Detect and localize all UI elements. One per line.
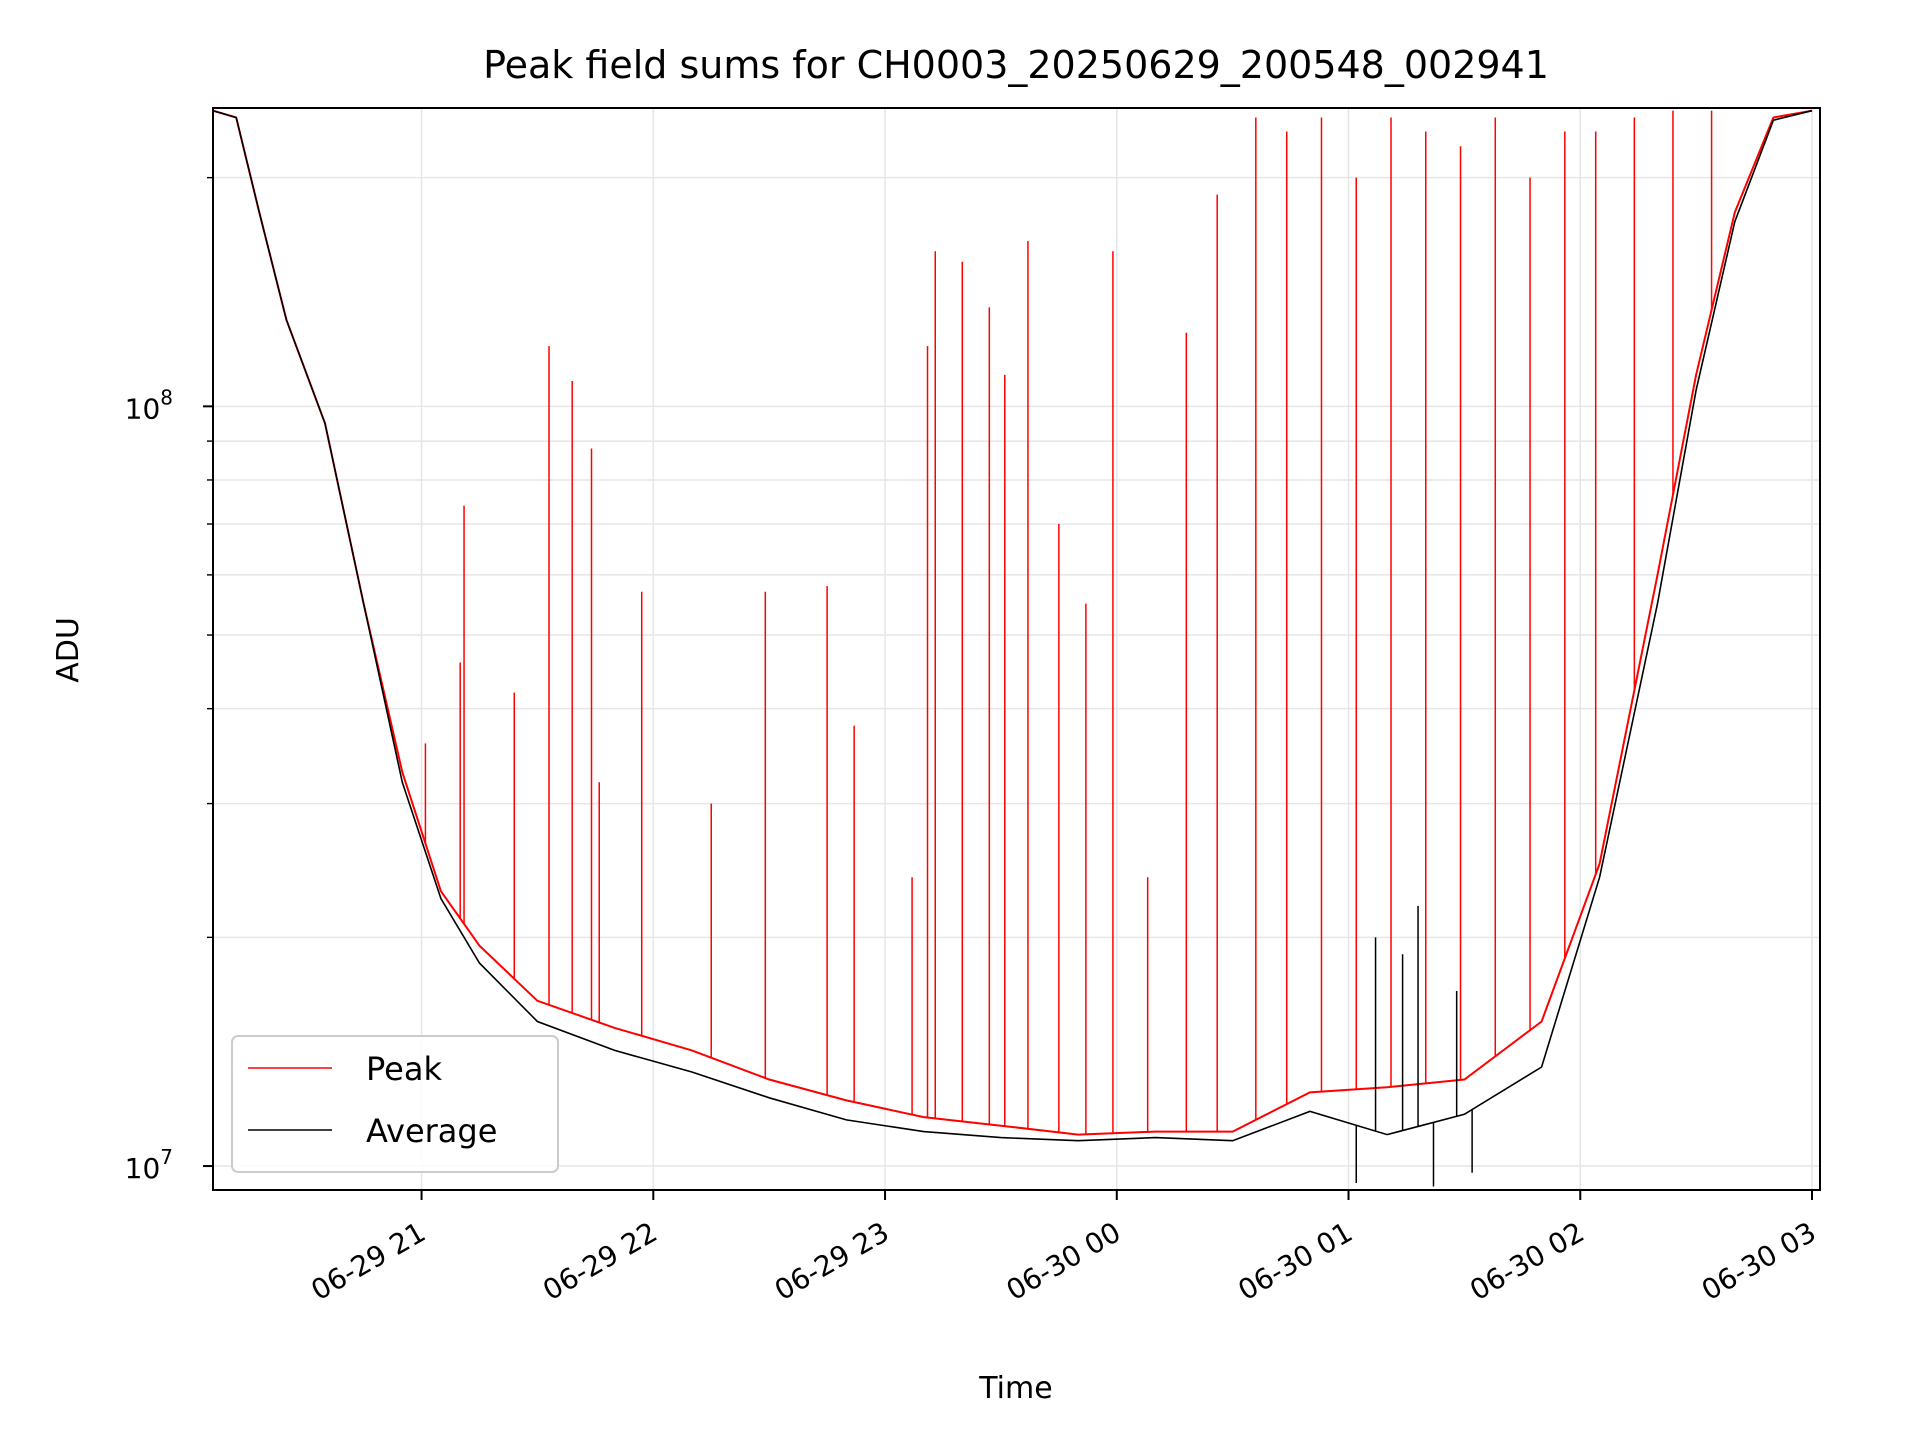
- x-tick-label: 06-29 22: [537, 1215, 663, 1307]
- legend-label-average: Average: [366, 1112, 497, 1150]
- y-tick-label-exponent: 8: [160, 385, 173, 409]
- legend-box: [231, 1035, 559, 1173]
- y-tick-label-base: 10: [125, 392, 161, 425]
- series-average: [212, 109, 1813, 1187]
- x-axis-label: Time: [978, 1371, 1052, 1406]
- grid-layer: [213, 108, 1820, 1190]
- series-peak: [212, 109, 1813, 1136]
- y-tick-label-base: 10: [125, 1152, 161, 1185]
- y-tick-label-exponent: 7: [160, 1145, 173, 1169]
- x-tick-label: 06-30 03: [1696, 1215, 1822, 1307]
- x-tick-label: 06-29 23: [769, 1215, 895, 1307]
- legend: Peak Average: [231, 1035, 559, 1173]
- y-tick-label: 108: [125, 385, 173, 425]
- series-line-average: [212, 109, 1813, 1142]
- chart-title: Peak field sums for CH0003_20250629_2005…: [483, 43, 1549, 87]
- x-tick-label: 06-30 00: [1001, 1215, 1127, 1307]
- series-layer: [212, 109, 1813, 1187]
- x-tick-label: 06-29 21: [306, 1215, 432, 1307]
- y-axis-label: ADU: [51, 617, 86, 683]
- y-tick-label: 107: [125, 1145, 173, 1185]
- legend-label-peak: Peak: [366, 1050, 442, 1088]
- plot-frame: [212, 107, 1821, 1191]
- x-tick-label: 06-30 01: [1232, 1215, 1358, 1307]
- x-tick-label: 06-30 02: [1464, 1215, 1590, 1307]
- series-line-peak: [212, 109, 1813, 1136]
